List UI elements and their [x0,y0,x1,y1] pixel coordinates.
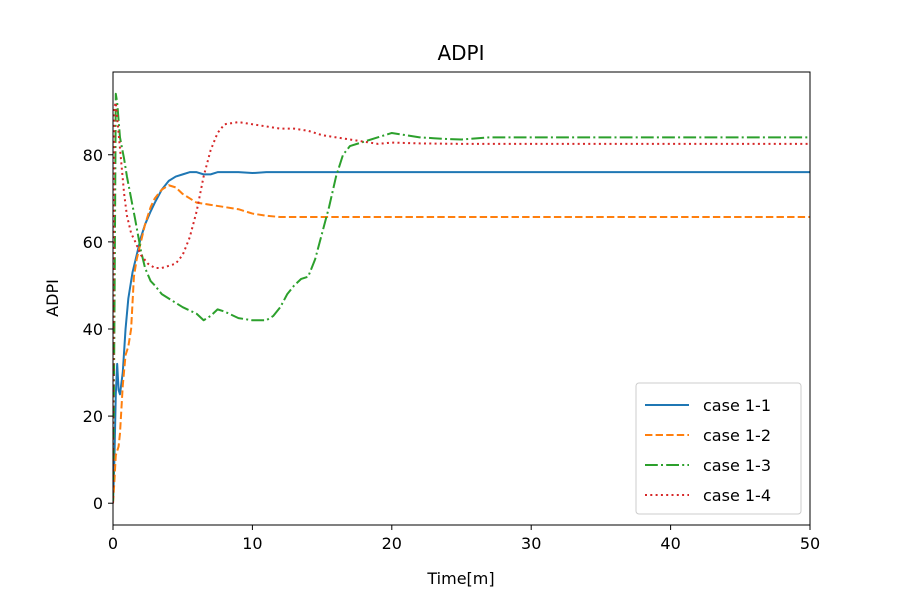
legend: case 1-1 case 1-2 case 1-3 case 1-4 [635,382,802,515]
legend-label-2: case 1-2 [703,426,771,445]
x-tick-label: 30 [521,534,541,553]
legend-label-1: case 1-1 [703,396,771,415]
series-line-4 [113,101,810,504]
legend-label-4: case 1-4 [703,486,771,505]
y-tick-label: 0 [93,494,103,513]
y-tick-label: 60 [83,233,103,252]
x-axis-label: Time[m] [426,569,494,588]
x-tick-label: 10 [242,534,262,553]
series-line-1 [113,171,810,504]
x-tick-label: 0 [108,534,118,553]
plot-frame [112,71,811,526]
series-line-3 [113,92,810,504]
x-axis-ticks: 0 10 20 30 40 50 [108,525,820,553]
y-tick-label: 40 [83,320,103,339]
x-tick-label: 40 [660,534,680,553]
legend-box [635,382,802,515]
y-tick-label: 20 [83,407,103,426]
chart-title: ADPI [437,41,484,65]
legend-label-3: case 1-3 [703,456,771,475]
series-layer [113,92,810,504]
y-axis-ticks: 0 20 40 60 80 [83,146,113,513]
series-line-2 [113,184,810,504]
y-axis-label: ADPI [43,279,62,317]
x-tick-label: 50 [800,534,820,553]
y-tick-label: 80 [83,146,103,165]
legend-items: case 1-1 case 1-2 case 1-3 case 1-4 [645,396,771,505]
x-tick-label: 20 [382,534,402,553]
